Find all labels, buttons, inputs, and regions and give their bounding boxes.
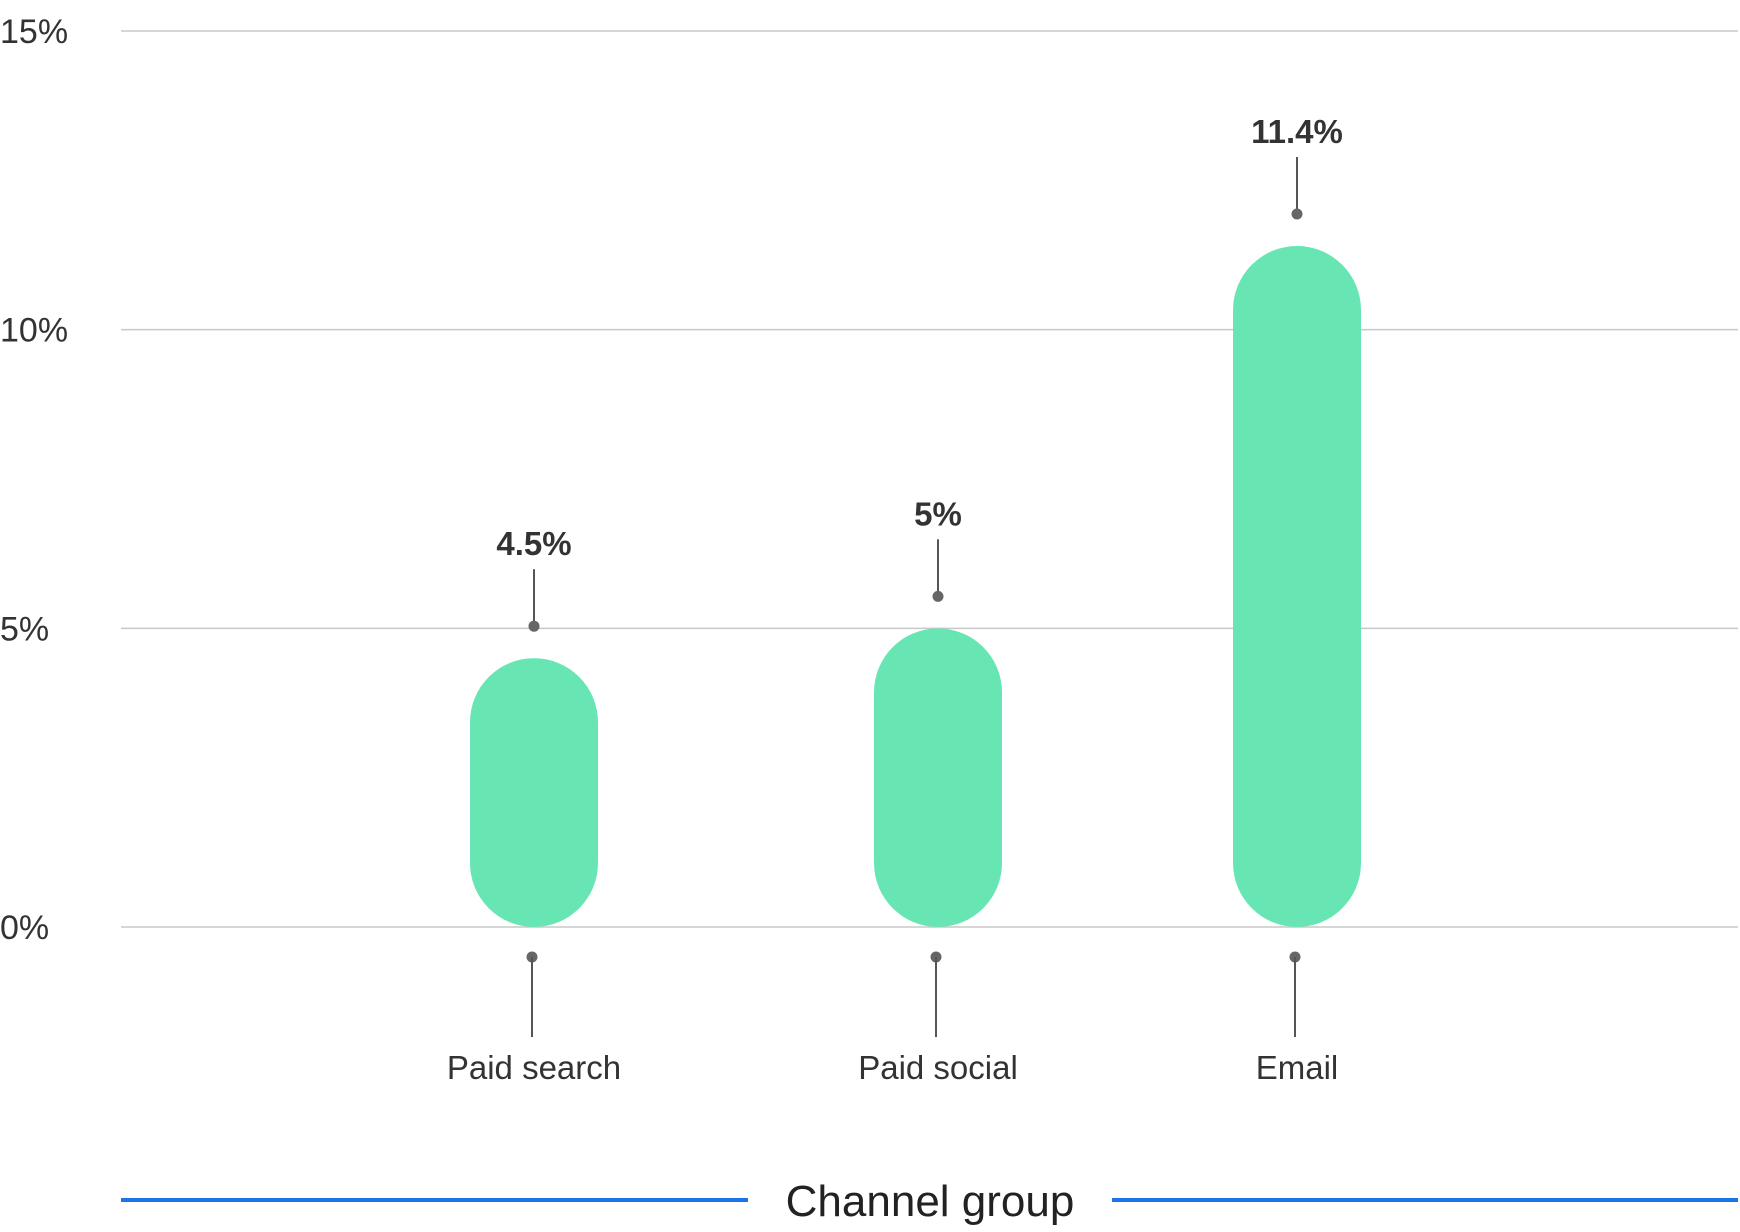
data-label-dot xyxy=(932,590,944,602)
data-label: 11.4% xyxy=(1251,113,1343,150)
bar xyxy=(1233,246,1361,927)
data-label-dot xyxy=(1291,208,1303,220)
bars xyxy=(470,246,1361,927)
y-axis-ticks: 0% 5% 10% 15% xyxy=(0,13,68,947)
bar xyxy=(874,628,1002,927)
gridlines xyxy=(121,30,1738,928)
data-labels: 4.5% 5% 11.4% xyxy=(496,113,1343,632)
x-axis-ticks: Paid search Paid social Email xyxy=(447,951,1339,1086)
bar xyxy=(470,658,598,927)
x-axis-title: Channel group xyxy=(786,1177,1075,1226)
y-tick-label: 0% xyxy=(0,909,49,947)
data-label: 4.5% xyxy=(496,525,571,562)
x-tick-label: Paid search xyxy=(447,1049,621,1086)
data-label-dot xyxy=(528,620,540,632)
data-label: 5% xyxy=(914,495,962,532)
y-tick-label: 10% xyxy=(0,312,68,350)
x-tick-label: Paid social xyxy=(858,1049,1018,1086)
y-tick-label: 15% xyxy=(0,13,68,51)
y-tick-label: 5% xyxy=(0,610,49,648)
x-axis-title-group: Channel group xyxy=(121,1177,1738,1226)
x-tick-label: Email xyxy=(1256,1049,1339,1086)
